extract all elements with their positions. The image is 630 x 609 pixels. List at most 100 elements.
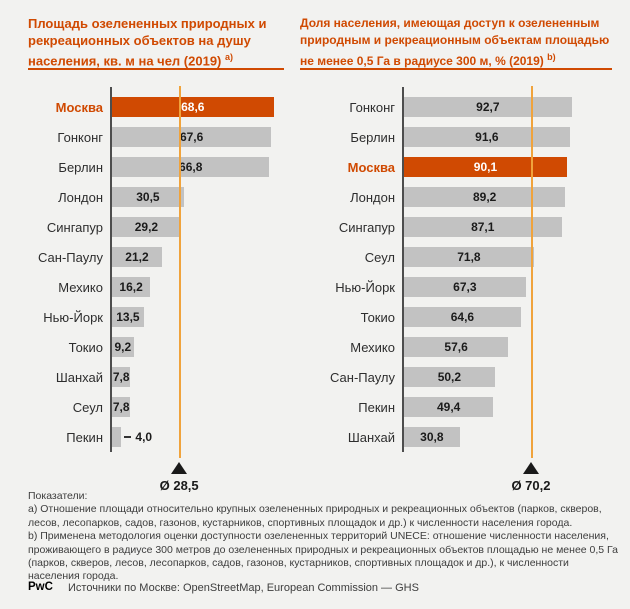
bar: 57,6	[404, 337, 509, 357]
category-label: Гонконг	[57, 129, 103, 145]
chart-row: Гонконг 67,6	[28, 122, 284, 152]
bar-track: 16,2	[112, 277, 284, 297]
bar-track: 21,2	[112, 247, 284, 267]
bar-rows: Москва 68,6 Гонконг 67,6 Берлин 66,8 Лондон 30,…	[28, 92, 284, 452]
category-label: Берлин	[350, 129, 395, 145]
chart-row: Берлин 66,8	[28, 152, 284, 182]
highlight-bar: 90,1	[404, 157, 567, 177]
bar: 66,8	[112, 157, 270, 177]
bar-track: 9,2	[112, 337, 284, 357]
pwc-logo: PwC	[28, 581, 53, 593]
bar-track: 67,3	[404, 277, 612, 297]
right-chart-panel: Доля населения, имеющая доступ к озелене…	[300, 12, 612, 504]
average-marker-triangle-icon	[171, 462, 188, 474]
category-label: Пекин	[66, 429, 103, 445]
value-label: 4,0	[135, 430, 153, 444]
chart-row: Пекин 49,4	[300, 392, 612, 422]
bar-track: 4,0	[112, 427, 284, 447]
bar: 91,6	[404, 127, 570, 147]
bar-track: 71,8	[404, 247, 612, 267]
value-label: 71,8	[457, 250, 481, 264]
bar: 64,6	[404, 307, 521, 327]
category-label: Нью-Йорк	[43, 309, 103, 325]
chart-row: Москва 68,6	[28, 92, 284, 122]
value-label: 30,8	[420, 430, 444, 444]
title-underline-rule	[300, 68, 612, 70]
chart-row: Пекин 4,0	[28, 422, 284, 452]
value-label: 30,5	[136, 190, 160, 204]
category-label: Москва	[347, 159, 395, 175]
value-label: 67,6	[179, 130, 204, 144]
value-label: 49,4	[436, 400, 461, 414]
chart-row: Нью-Йорк 13,5	[28, 302, 284, 332]
bar: 7,8	[112, 367, 131, 387]
bar: 13,5	[112, 307, 144, 327]
bar: 30,5	[112, 187, 184, 207]
bar-track: 30,5	[112, 187, 284, 207]
chart-title-footnote-mark: b)	[547, 52, 556, 62]
category-label: Пекин	[358, 399, 395, 415]
bar	[112, 427, 122, 447]
bar: 92,7	[404, 97, 572, 117]
chart-row: Сеул 7,8	[28, 392, 284, 422]
chart-row: Сеул 71,8	[300, 242, 612, 272]
value-label: 89,2	[472, 190, 497, 204]
bar-track: 7,8	[112, 367, 284, 387]
chart-row: Токио 9,2	[28, 332, 284, 362]
category-label: Берлин	[58, 159, 103, 175]
chart-row: Нью-Йорк 67,3	[300, 272, 612, 302]
value-label: 64,6	[450, 310, 475, 324]
bar: 49,4	[404, 397, 494, 417]
bar: 87,1	[404, 217, 562, 237]
value-label: 66,8	[179, 160, 203, 174]
bar-track: 49,4	[404, 397, 612, 417]
bar: 67,6	[112, 127, 272, 147]
bar-track: 57,6	[404, 337, 612, 357]
chart-title-text: Доля населения, имеющая доступ к озелене…	[300, 16, 610, 68]
value-label: 92,7	[476, 100, 500, 114]
category-label: Токио	[360, 309, 395, 325]
category-label: Сеул	[72, 399, 103, 415]
value-label: 16,2	[119, 280, 143, 294]
chart-row: Токио 64,6	[300, 302, 612, 332]
bar-track: 90,1	[404, 157, 612, 177]
source-credit: Источники по Москве: OpenStreetMap, Euro…	[68, 582, 419, 594]
category-label: Москва	[55, 99, 103, 115]
chart-title-text: Площадь озелененных природных и рекреаци…	[28, 16, 267, 69]
bar: 71,8	[404, 247, 534, 267]
chart-row: Сингапур 87,1	[300, 212, 612, 242]
chart-row: Сан-Паулу 50,2	[300, 362, 612, 392]
right-chart-title: Доля населения, имеющая доступ к озелене…	[300, 15, 612, 70]
chart-row: Сан-Паулу 21,2	[28, 242, 284, 272]
category-label: Сеул	[364, 249, 395, 265]
bar-track: 87,1	[404, 217, 612, 237]
highlight-bar: 68,6	[112, 97, 274, 117]
category-label: Лондон	[350, 189, 395, 205]
category-label: Мехико	[58, 279, 103, 295]
bar-track: 64,6	[404, 307, 612, 327]
chart-row: Москва 90,1	[300, 152, 612, 182]
bar-track: 66,8	[112, 157, 284, 177]
bar: 29,2	[112, 217, 181, 237]
bar-track: 67,6	[112, 127, 284, 147]
left-chart-panel: Площадь озелененных природных и рекреаци…	[28, 12, 284, 504]
bar-track: 91,6	[404, 127, 612, 147]
category-label: Сан-Паулу	[330, 369, 395, 385]
value-label: 87,1	[471, 220, 495, 234]
value-label: 90,1	[473, 160, 498, 174]
category-label: Токио	[68, 339, 103, 355]
value-label: 91,6	[475, 130, 499, 144]
category-label: Сан-Паулу	[38, 249, 103, 265]
bar: 30,8	[404, 427, 460, 447]
title-underline-rule	[28, 68, 284, 70]
category-label: Шанхай	[55, 369, 103, 385]
bar-track: 50,2	[404, 367, 612, 387]
bar-track: 7,8	[112, 397, 284, 417]
bar: 67,3	[404, 277, 526, 297]
chart-row: Мехико 57,6	[300, 332, 612, 362]
value-label: 68,6	[181, 100, 205, 114]
chart-row: Гонконг 92,7	[300, 92, 612, 122]
chart-row: Лондон 30,5	[28, 182, 284, 212]
leader-line	[124, 436, 132, 438]
